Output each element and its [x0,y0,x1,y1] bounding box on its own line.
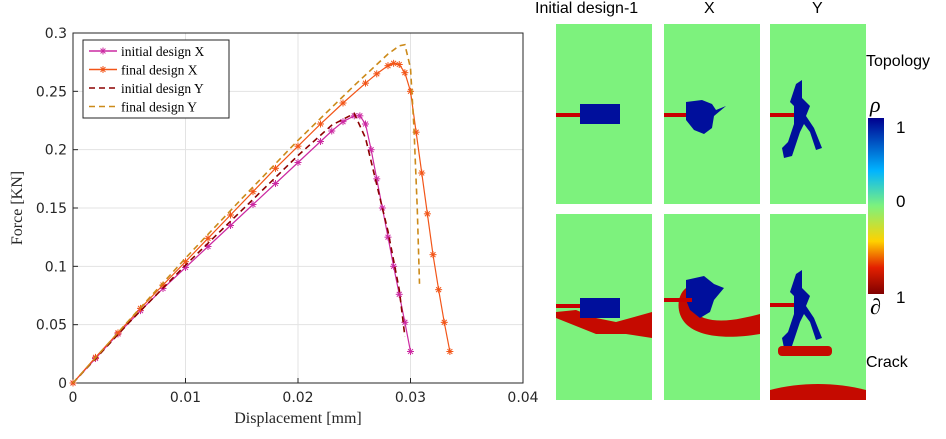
series-1-marker [249,188,257,196]
colorbar-crack-symbol: ∂ [870,294,881,319]
panel-y-crack [770,214,866,400]
series-1-marker [339,99,347,107]
column-title-x: X [704,0,715,17]
panel-x-topology [664,24,760,204]
series-1-marker [272,164,279,172]
solid-shape-x [686,100,726,134]
x-axis-label: Displacement [mm] [234,410,362,427]
crack-y-mid [778,346,832,356]
series-0-marker [249,201,257,208]
series-0-marker [362,120,369,128]
solid-block-initial [580,104,620,124]
panel-initial-topology [556,24,652,204]
y-tick-label: 0.3 [45,26,67,42]
colorbar-label-bottom: 1 [896,288,906,307]
panel-y-topology [770,24,866,204]
series-0-marker [407,348,414,355]
y-tick-label: 0.1 [45,259,67,275]
series-1-marker [446,348,454,355]
topology-crack-panels [556,24,866,400]
notch-initial-top [556,113,580,117]
column-title-y: Y [812,0,823,17]
series-1-marker [373,70,381,78]
series-1-marker [204,234,212,242]
force-displacement-chart: 0 0.01 0.02 0.03 0.04 0 0.05 0.1 0.15 0.2 0.25 0.3 D… [9,26,539,427]
x-tick-label: 0.04 [507,390,538,406]
series-1-marker [435,286,443,294]
row-label-topology: Topology [866,53,931,70]
x-tick-label: 0.01 [170,390,201,406]
series-1-marker [407,87,414,95]
series-1-marker [401,69,409,77]
panel-initial-crack [556,214,652,400]
series-0-marker [272,180,279,187]
series-0-marker [384,233,392,241]
column-title-initial: Initial design-1 [535,0,639,17]
colorbar [868,118,884,294]
legend-marker-1 [99,66,107,73]
series-1-marker [384,62,392,70]
series-1-marker [440,318,448,326]
legend-label-0: initial design X [121,44,204,59]
series-0-marker [317,138,324,145]
series-1-marker [317,120,324,128]
series-1-marker [294,142,302,150]
x-tick-label: 0.02 [282,390,313,406]
series-1-marker [390,59,398,67]
y-tick-label: 0 [58,376,67,392]
colorbar-label-top: 1 [896,118,906,137]
crack-x [678,288,760,337]
series-1-marker [395,61,403,68]
solid-shape-y [782,80,822,158]
series-0-marker [294,159,302,166]
crack-y-bottom [770,384,866,400]
colorbar-rho-symbol: ρ [870,92,881,117]
y-tick-label: 0.25 [36,84,67,100]
legend-marker-0 [99,47,107,55]
legend-label-1: final design X [121,63,198,78]
legend-box [82,39,230,119]
y-tick-label: 0.2 [45,143,67,159]
y-tick-label: 0.15 [36,201,67,217]
series-1-marker [418,169,426,177]
legend-label-2: initial design Y [121,81,204,96]
row-label-crack: Crack [866,354,908,371]
colorbar-label-mid: 0 [896,192,906,211]
series-1-marker [362,79,369,87]
series-line-2 [72,112,406,384]
x-tick-label: 0.03 [395,390,426,406]
series-1-marker [429,251,437,259]
x-tick-label: 0 [69,390,78,406]
legend-label-3: final design Y [121,100,197,115]
plot-frame [72,32,524,384]
y-tick-label: 0.05 [36,318,67,334]
series-0-marker [328,127,336,135]
panel-x-crack [664,214,760,400]
series-0-marker [339,118,347,126]
series-line-3 [72,43,421,384]
series-0-marker [356,112,364,120]
y-axis-label: Force [KN] [9,171,26,245]
series-1-marker [423,210,431,218]
